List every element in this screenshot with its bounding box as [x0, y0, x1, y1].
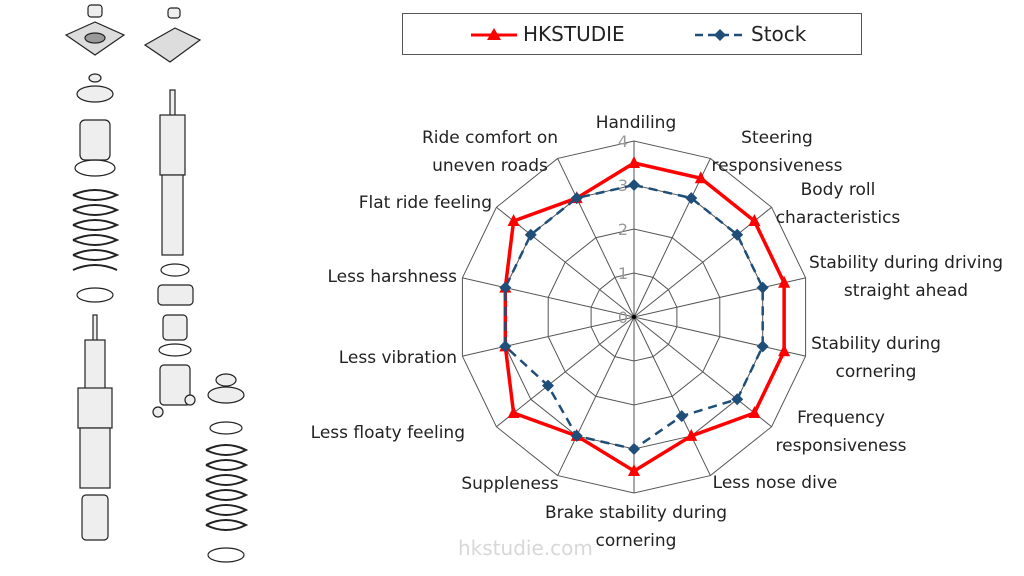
suspension-exploded-illustration [64, 4, 249, 563]
axis-label: characteristics [776, 208, 901, 228]
data-point-diamond [570, 429, 583, 442]
data-point-diamond [675, 410, 688, 423]
legend-marker-triangle [487, 28, 501, 40]
axis-label: Less harshness [327, 267, 457, 287]
data-point-triangle [628, 464, 640, 476]
data-point-triangle [778, 275, 791, 288]
axis-label: Flat ride feeling [359, 193, 492, 213]
series-hkstudie [499, 156, 791, 476]
axis-label: Suppleness [461, 474, 558, 494]
axis-label: Stability during driving [809, 253, 1003, 273]
legend-label-stock: Stock [751, 22, 807, 46]
spoke [633, 316, 711, 476]
spoke [633, 316, 806, 357]
spoke [496, 316, 635, 428]
axis-label: Less floaty feeling [311, 423, 465, 443]
data-point-triangle [685, 428, 698, 441]
data-point-triangle [748, 213, 761, 226]
data-point-triangle [507, 213, 520, 226]
data-point-diamond [499, 340, 512, 353]
legend: HKSTUDIE Stock [402, 13, 862, 55]
axis-label: Less vibration [339, 348, 457, 368]
axis-label: Ride comfort on [422, 128, 558, 148]
data-point-diamond [499, 281, 512, 294]
spoke [557, 158, 635, 318]
data-point-diamond [524, 228, 537, 241]
data-point-diamond [570, 192, 583, 205]
spoke [462, 277, 635, 318]
data-point-diamond [731, 228, 744, 241]
legend-marker-diamond [714, 29, 726, 41]
axis-label: responsiveness [776, 436, 907, 456]
data-point-diamond [685, 192, 698, 205]
axis-label: Less nose dive [713, 473, 838, 493]
spoke [633, 316, 772, 428]
spoke [633, 277, 806, 318]
center-dot [632, 315, 636, 319]
axis-label: Frequency [797, 408, 885, 428]
axis-label: Handiling [596, 113, 677, 133]
axis-label: cornering [596, 531, 677, 551]
data-point-triangle [507, 406, 520, 419]
axis-label: straight ahead [844, 281, 968, 301]
axis-label: Steering [741, 128, 813, 148]
tick-label: 1 [618, 264, 628, 283]
spoke [633, 158, 711, 318]
data-point-diamond [541, 379, 554, 392]
axis-label: Stability during [811, 334, 941, 354]
axis-label: Brake stability during [545, 503, 727, 523]
data-point-triangle [628, 156, 640, 168]
axis-label: Body roll [801, 180, 876, 200]
tick-label: 3 [618, 176, 628, 195]
data-point-triangle [748, 406, 761, 419]
watermark: hkstudie.com [458, 536, 593, 560]
spoke [557, 316, 635, 476]
data-point-diamond [756, 281, 769, 294]
tick-label: 2 [618, 220, 628, 239]
axis-label: uneven roads [432, 156, 548, 176]
data-point-diamond [731, 393, 744, 406]
series-stock [499, 179, 769, 455]
tick-label: 4 [618, 132, 628, 151]
data-point-diamond [628, 443, 640, 455]
series-line [503, 161, 786, 474]
data-point-diamond [628, 179, 640, 191]
spoke [462, 316, 635, 357]
legend-label-hkstudie: HKSTUDIE [523, 22, 625, 46]
axis-label: responsiveness [712, 156, 843, 176]
tick-label: 0 [618, 308, 628, 327]
data-point-triangle [778, 344, 791, 357]
data-point-triangle [694, 171, 707, 184]
axis-label: cornering [836, 362, 917, 382]
data-point-diamond [756, 340, 769, 353]
